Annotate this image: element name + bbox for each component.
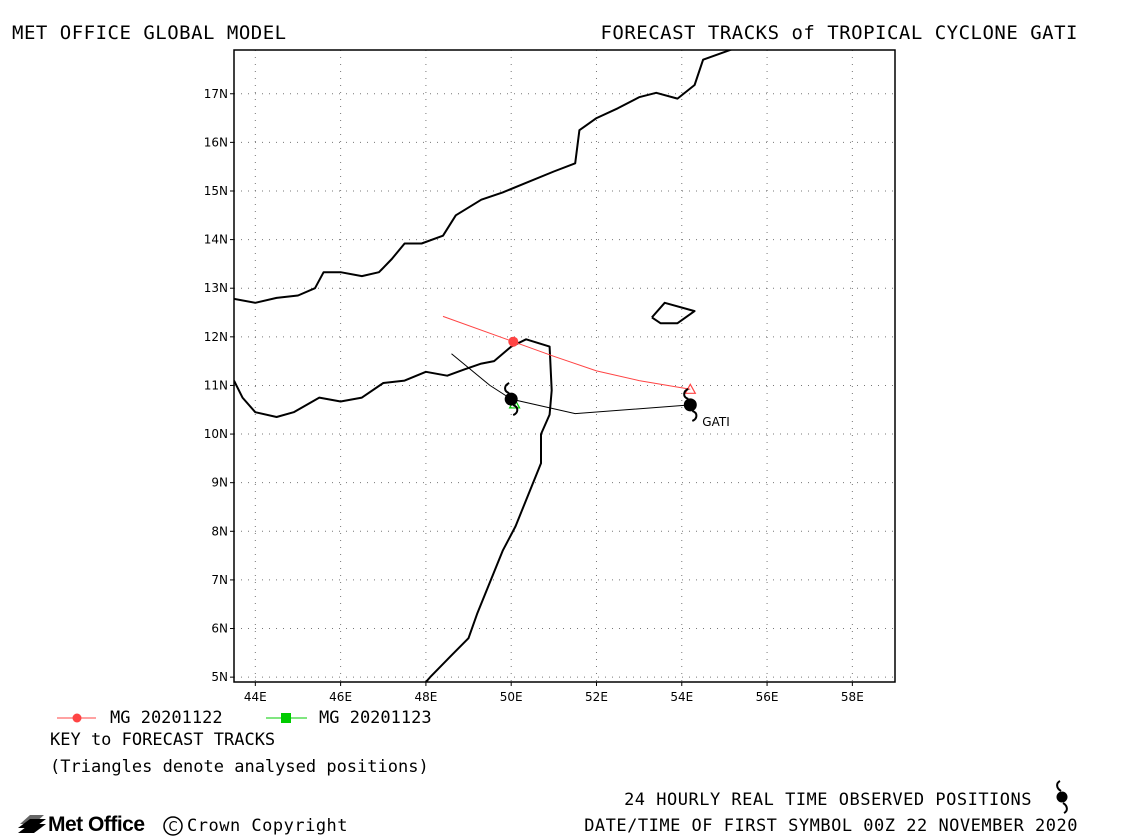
coastline-arabia [234,50,734,304]
mg-20201122-track-line [442,315,691,390]
copyright-text: Crown Copyright [187,816,349,836]
y-tick-label: 5N [211,670,228,684]
y-tick-label: 14N [204,233,228,247]
met-office-logo-text: Met Office [48,813,145,836]
observed-positions-label: 24 HOURLY REAL TIME OBSERVED POSITIONS [624,790,1032,810]
x-tick-label: 44E [244,690,267,704]
coastlines [234,50,734,682]
key-title: KEY to FORECAST TRACKS [50,730,276,750]
cyclone-arm [691,409,698,422]
y-tick-label: 16N [204,135,228,149]
legend-mg-20201123-symbol [266,713,307,723]
legend-mg-20201123-label: MG 20201123 [319,708,432,728]
chart-title: FORECAST TRACKS of TROPICAL CYCLONE GATI [600,22,1078,44]
y-tick-label: 15N [204,184,228,198]
x-tick-label: 54E [670,690,693,704]
met-office-logo-icon [18,815,46,833]
cyclone-arm [504,382,510,395]
cyclone-eye [504,392,518,406]
legend-mg-20201122-label: MG 20201122 [110,708,223,728]
legend-mg-20201122-symbol [57,713,96,723]
y-tick-label: 9N [211,476,228,490]
first-symbol-datetime: DATE/TIME OF FIRST SYMBOL 00Z 22 NOVEMBE… [584,816,1078,836]
storm-label: GATI [702,415,729,429]
map-grid [234,50,895,682]
forecast-tracks [442,315,698,422]
y-tick-label: 13N [204,281,228,295]
y-tick-label: 6N [211,622,228,636]
x-tick-label: 52E [585,690,608,704]
coastline-africa [234,338,553,682]
y-tick-label: 11N [204,378,228,392]
x-tick-label: 50E [500,690,523,704]
y-tick-label: 8N [211,524,228,538]
cyclone-eye [683,398,697,412]
mg-20201122-point [508,336,519,347]
cyclone-position-icon [504,382,519,417]
cyclone-arm [512,404,519,417]
key-note: (Triangles denote analysed positions) [50,757,429,777]
x-tick-label: 46E [329,690,352,704]
y-tick-label: 12N [204,330,228,344]
cyclone-arm [683,387,689,400]
x-tick-label: 58E [841,690,864,704]
cyclone-position-icon [683,387,698,422]
y-tick-label: 10N [204,427,228,441]
coastline-socotra [651,301,696,325]
x-tick-label: 56E [756,690,779,704]
model-title: MET OFFICE GLOBAL MODEL [12,22,287,44]
x-tick-label: 48E [414,690,437,704]
map-frame [233,49,896,683]
y-tick-label: 17N [204,87,228,101]
svg-text:C: C [168,820,177,835]
cyclone-symbol-icon [1056,780,1068,814]
axis-ticks: 44E 46E 48E 50E 52E 54E 56E 58E 5N 6N 7N 8N 9N 10N 11N… [204,87,864,704]
y-tick-label: 7N [211,573,228,587]
copyright-icon: C [163,816,183,836]
